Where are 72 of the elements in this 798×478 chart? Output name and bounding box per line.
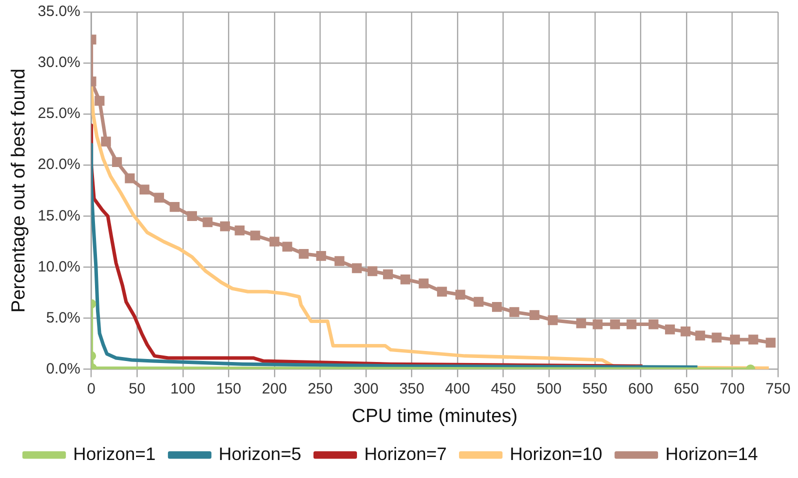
point (170, 202, 180, 212)
x-tick-label: 450 (490, 380, 516, 398)
legend-label: Horizon=7 (364, 444, 447, 464)
x-tick-label: 650 (674, 380, 699, 398)
x-axis-title: CPU time (minutes) (352, 406, 518, 427)
x-tick-label: 200 (262, 380, 287, 398)
y-tick-label: 25.0% (38, 105, 80, 122)
x-tick-label: 0 (87, 380, 96, 398)
x-tick-label: 550 (582, 380, 608, 398)
x-tick-label: 50 (128, 380, 146, 398)
x-tick-label: 350 (399, 380, 424, 398)
point (112, 157, 122, 167)
point (474, 296, 484, 307)
y-tick-label: 0.0% (46, 360, 80, 378)
legend-label: Horizon=5 (218, 444, 302, 464)
x-tick-label: 250 (308, 380, 333, 398)
x-tick-label: 150 (216, 380, 242, 398)
point (626, 319, 636, 330)
x-tick-label: 700 (720, 380, 745, 398)
point (367, 266, 378, 276)
point (648, 319, 658, 330)
x-tick-label: 750 (765, 380, 791, 398)
y-tick-label: 15.0% (38, 207, 80, 224)
point (187, 211, 197, 222)
point (234, 225, 245, 236)
point (298, 248, 309, 259)
x-tick-label: 600 (628, 380, 654, 398)
point (400, 274, 410, 284)
point (140, 184, 150, 195)
point (124, 173, 135, 184)
point (437, 286, 447, 297)
point (610, 319, 620, 330)
point (94, 96, 105, 106)
point (530, 310, 540, 320)
point (492, 302, 502, 312)
x-tick-label: 500 (536, 380, 562, 398)
point (282, 242, 292, 252)
legend-label: Horizon=1 (73, 444, 156, 464)
x-tick-label: 400 (445, 380, 470, 398)
y-tick-label: 20.0% (38, 156, 80, 174)
legend-label: Horizon=10 (510, 444, 602, 464)
point (202, 217, 213, 228)
x-tick-label: 300 (353, 380, 379, 398)
point (154, 192, 164, 203)
point (548, 315, 558, 326)
point (101, 136, 111, 147)
y-tick-label: 35.0% (38, 3, 80, 20)
point (712, 332, 722, 342)
point (695, 330, 706, 340)
legend-label: Horizon=14 (665, 444, 758, 464)
point (592, 319, 603, 330)
y-tick-label: 10.0% (38, 258, 80, 276)
point (418, 278, 429, 288)
point (316, 250, 326, 261)
point (680, 326, 690, 336)
y-tick-label: 5.0% (46, 309, 80, 326)
y-tick-label: 30.0% (38, 54, 80, 72)
point (766, 338, 776, 348)
point (334, 256, 344, 266)
point (576, 318, 586, 328)
x-tick-label: 100 (170, 380, 196, 398)
point (352, 263, 362, 274)
point (220, 221, 230, 232)
point (730, 334, 740, 345)
point (250, 230, 260, 240)
point (455, 290, 466, 300)
point (270, 236, 280, 247)
point (665, 324, 675, 334)
point (748, 334, 758, 345)
point (509, 307, 520, 317)
point (383, 269, 393, 280)
y-axis-title: Percentage out of best found (8, 68, 30, 313)
